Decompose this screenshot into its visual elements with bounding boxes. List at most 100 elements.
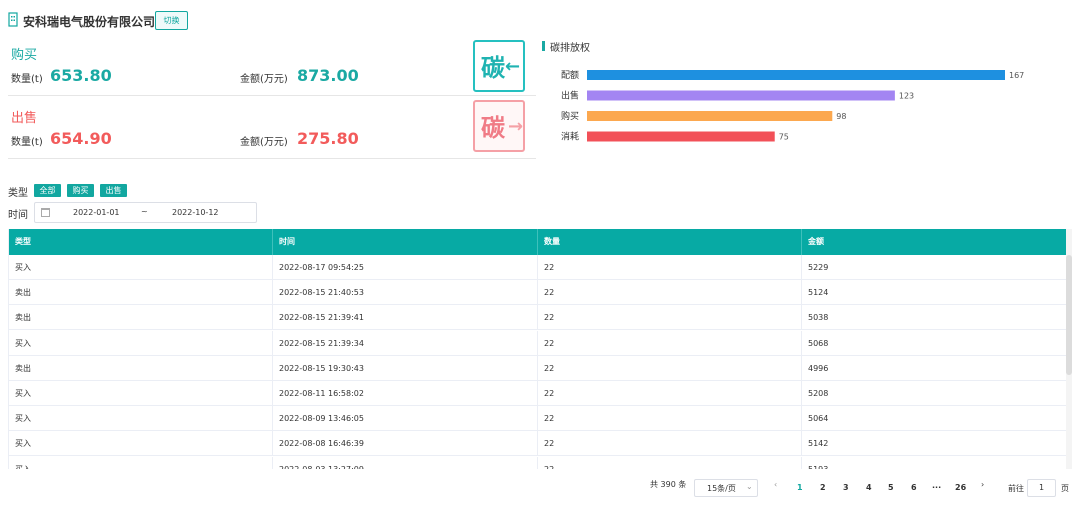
top-bar: 安科瑞电气股份有限公司 切换 xyxy=(0,0,1080,40)
date-start[interactable]: 2022-01-01 xyxy=(73,208,120,217)
value-label: 98 xyxy=(836,112,846,121)
next-page-button[interactable]: › xyxy=(981,480,985,489)
cell-amount: 5068 xyxy=(802,330,1067,356)
cell-quantity: 22 xyxy=(538,305,802,331)
buy-amount-value: 873.00 xyxy=(297,66,359,85)
cell-time: 2022-08-15 21:40:53 xyxy=(273,280,538,306)
carbon-sell-icon: 碳 → xyxy=(473,100,525,152)
cell-time: 2022-08-11 16:58:02 xyxy=(273,381,538,406)
column-header-quantity[interactable]: 数量 xyxy=(538,229,802,255)
building-icon xyxy=(8,12,18,27)
cell-quantity: 22 xyxy=(538,355,802,381)
cell-quantity: 22 xyxy=(538,280,802,306)
page-number[interactable]: 2 xyxy=(820,483,826,492)
switch-button[interactable]: 切换 xyxy=(155,11,188,30)
goto-suffix: 页 xyxy=(1061,484,1069,493)
cell-amount: 5142 xyxy=(802,431,1067,457)
table-row[interactable]: 买入 2022-08-11 16:58:02 22 5208 xyxy=(9,381,1067,406)
arrow-right-icon: → xyxy=(508,116,524,137)
table-scrollbar-thumb[interactable] xyxy=(1066,255,1072,375)
cell-amount: 5229 xyxy=(802,255,1067,280)
table-row[interactable]: 买入 2022-08-17 09:54:25 22 5229 xyxy=(9,255,1067,280)
filter-chip-sell[interactable]: 出售 xyxy=(100,184,127,197)
cell-time: 2022-08-03 13:27:09 xyxy=(273,456,538,469)
goto-label: 前往 xyxy=(1008,484,1024,493)
sell-amount-value: 275.80 xyxy=(297,129,359,148)
page-number[interactable]: 1 xyxy=(797,483,803,492)
table-row[interactable]: 卖出 2022-08-15 19:30:43 22 4996 xyxy=(9,355,1067,381)
cell-time: 2022-08-15 19:30:43 xyxy=(273,355,538,381)
transactions-table: 类型 时间 数量 金额 买入 2022-08-17 09:54:25 22 5229 卖… xyxy=(8,229,1068,469)
value-label: 167 xyxy=(1009,71,1024,80)
carbon-char: 碳 xyxy=(481,114,505,142)
cell-amount: 5208 xyxy=(802,381,1067,406)
buy-qty-label: 数量(t) xyxy=(11,74,43,85)
company-name: 安科瑞电气股份有限公司 xyxy=(23,15,156,29)
cell-quantity: 22 xyxy=(538,255,802,280)
cell-time: 2022-08-15 21:39:34 xyxy=(273,330,538,356)
time-filter-label: 时间 xyxy=(8,210,28,221)
carbon-bar-chart: 配额 167 出售 123 购买 98 消耗 75 xyxy=(561,69,1024,143)
cell-quantity: 22 xyxy=(538,330,802,356)
cell-amount: 5193 xyxy=(802,456,1067,469)
cell-quantity: 22 xyxy=(538,456,802,469)
cell-type: 卖出 xyxy=(9,305,273,331)
page-number[interactable]: 5 xyxy=(888,483,894,492)
table-row[interactable]: 买入 2022-08-08 16:46:39 22 5142 xyxy=(9,431,1067,457)
page-ellipsis[interactable]: ··· xyxy=(932,483,942,492)
sell-qty-value: 654.90 xyxy=(50,129,112,148)
table-row[interactable]: 买入 2022-08-15 21:39:34 22 5068 xyxy=(9,330,1067,356)
prev-page-button[interactable]: ‹ xyxy=(774,480,778,489)
bar-1[interactable] xyxy=(587,90,895,101)
filter-chip-all[interactable]: 全部 xyxy=(34,184,61,197)
cell-type: 买入 xyxy=(9,330,273,356)
buy-summary: 购买 数量(t) 653.80 金额(万元) 873.00 碳 ← xyxy=(8,40,536,96)
bar-0[interactable] xyxy=(587,70,1005,80)
page-number[interactable]: 3 xyxy=(843,483,849,492)
bar-2[interactable] xyxy=(587,111,833,121)
date-separator: ~ xyxy=(141,207,148,216)
date-end[interactable]: 2022-10-12 xyxy=(172,208,219,217)
cell-type: 买入 xyxy=(9,381,273,406)
type-filter-label: 类型 xyxy=(8,188,28,199)
sell-qty-label: 数量(t) xyxy=(11,137,43,148)
column-header-type[interactable]: 类型 xyxy=(9,229,273,255)
cell-time: 2022-08-15 21:39:41 xyxy=(273,305,538,331)
table-row[interactable]: 买入 2022-08-09 13:46:05 22 5064 xyxy=(9,406,1067,432)
cell-quantity: 22 xyxy=(538,406,802,432)
cell-type: 买入 xyxy=(9,431,273,457)
total-count: 共 390 条 xyxy=(650,480,687,489)
filter-chip-buy[interactable]: 购买 xyxy=(67,184,94,197)
cell-amount: 5124 xyxy=(802,280,1067,306)
cell-type: 买入 xyxy=(9,406,273,432)
cell-quantity: 22 xyxy=(538,381,802,406)
page-number[interactable]: 6 xyxy=(911,483,917,492)
date-range-picker[interactable]: 2022-01-01 ~ 2022-10-12 xyxy=(34,202,257,223)
column-header-time[interactable]: 时间 xyxy=(273,229,538,255)
cell-amount: 5064 xyxy=(802,406,1067,432)
page-number[interactable]: 26 xyxy=(955,483,967,492)
cell-amount: 5038 xyxy=(802,305,1067,331)
bar-3[interactable] xyxy=(587,131,775,142)
page-size-select[interactable]: 15条/页 ⌄ xyxy=(694,479,758,497)
buy-label: 购买 xyxy=(11,48,38,63)
value-label: 123 xyxy=(899,92,914,101)
buy-amount-label: 金额(万元) xyxy=(240,74,288,85)
goto-page-input[interactable]: 1 xyxy=(1027,479,1056,497)
cell-type: 买入 xyxy=(9,255,273,280)
chart-title-accent xyxy=(542,41,545,51)
table-row[interactable]: 卖出 2022-08-15 21:39:41 22 5038 xyxy=(9,305,1067,331)
table-row[interactable]: 卖出 2022-08-15 21:40:53 22 5124 xyxy=(9,280,1067,306)
category-label: 配额 xyxy=(561,69,579,81)
cell-time: 2022-08-08 16:46:39 xyxy=(273,431,538,457)
cell-quantity: 22 xyxy=(538,431,802,457)
carbon-char: 碳 xyxy=(481,54,505,82)
column-header-amount[interactable]: 金额 xyxy=(802,229,1067,255)
value-label: 75 xyxy=(779,133,789,142)
cell-type: 买入 xyxy=(9,456,273,469)
page-number[interactable]: 4 xyxy=(866,483,872,492)
cell-type: 卖出 xyxy=(9,280,273,306)
cell-time: 2022-08-17 09:54:25 xyxy=(273,255,538,280)
page-size-value: 15条/页 xyxy=(707,484,736,493)
